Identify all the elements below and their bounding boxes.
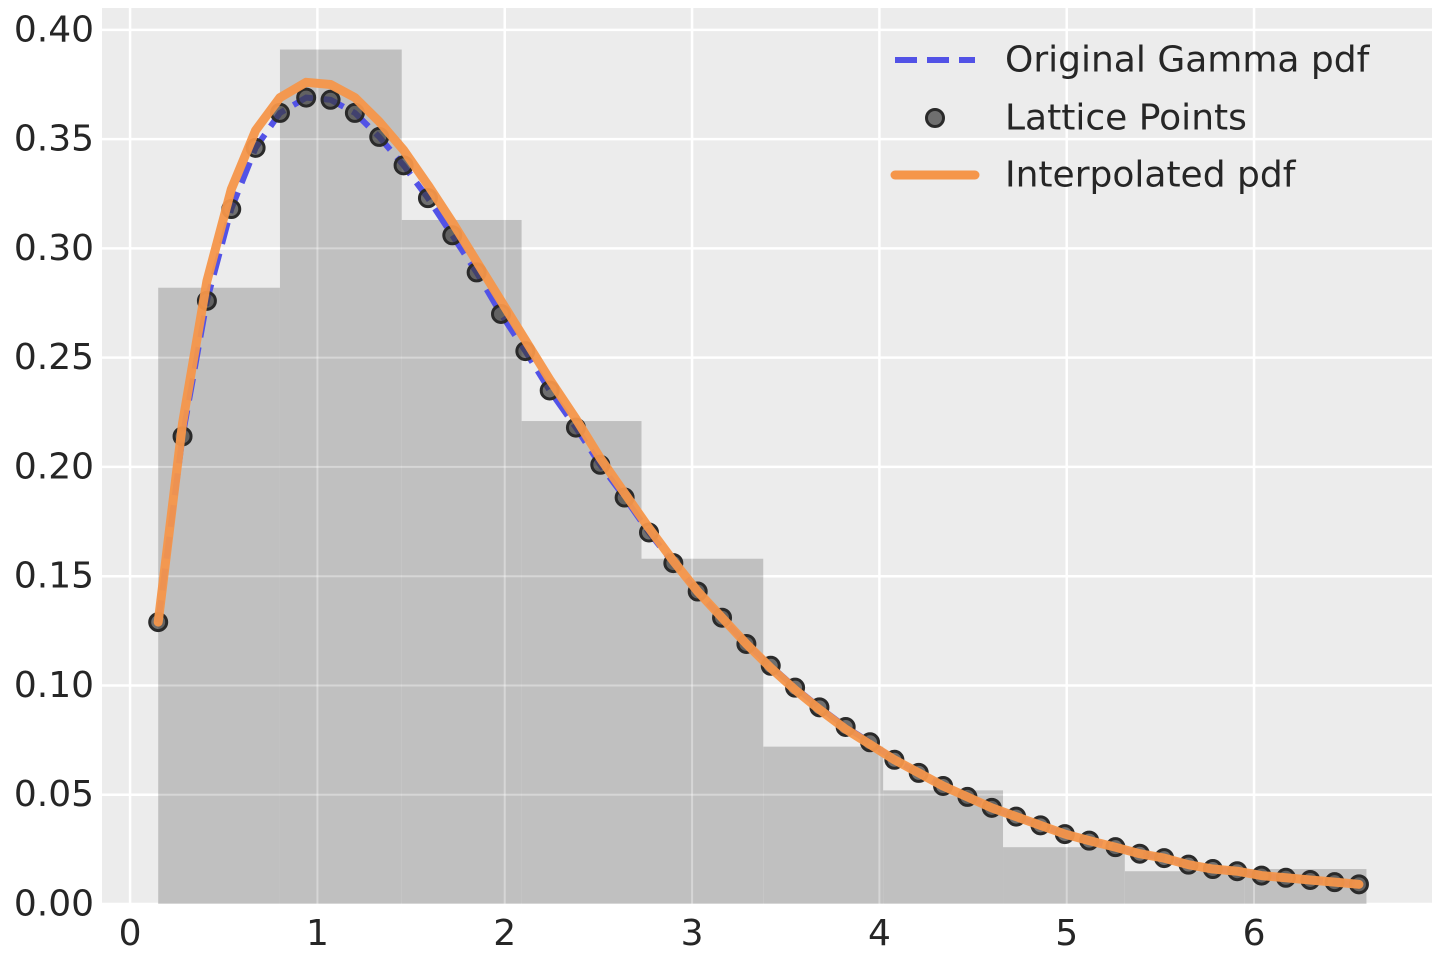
histogram-bar (641, 558, 764, 904)
grid-lines-overlay (102, 8, 1432, 905)
x-tick-label: 5 (1055, 913, 1078, 954)
y-tick-label: 0.35 (14, 119, 94, 160)
legend-label: Interpolated pdf (1005, 155, 1297, 196)
legend-lattice-points-swatch (925, 108, 945, 128)
y-tick-label: 0.00 (14, 884, 94, 925)
y-tick-label: 0.15 (14, 556, 94, 597)
y-tick-label: 0.30 (14, 228, 94, 269)
histogram-bar (763, 746, 884, 904)
legend: Original Gamma pdf Lattice Points Interpol… (890, 40, 1371, 196)
y-tick-label: 0.25 (14, 337, 94, 378)
histogram-bar (279, 49, 402, 904)
x-tick-label: 0 (119, 913, 142, 954)
x-tick-label: 4 (868, 913, 891, 954)
lattice-point (296, 87, 317, 108)
x-tick-label: 6 (1243, 913, 1266, 954)
legend-label: Lattice Points (1005, 98, 1247, 139)
lattice-point (344, 102, 365, 123)
y-tick-label: 0.05 (14, 774, 94, 815)
legend-label: Original Gamma pdf (1005, 40, 1371, 81)
y-tick-label: 0.20 (14, 446, 94, 487)
y-tick-label: 0.40 (14, 9, 94, 50)
histogram-bar (401, 219, 522, 905)
y-tick-label: 0.10 (14, 665, 94, 706)
series-layer (148, 77, 1369, 895)
x-tick-label: 2 (493, 913, 516, 954)
histogram-bar (1124, 871, 1245, 904)
y-axis-ticks: 0.00 0.05 0.10 0.15 0.20 0.25 0.30 0.35 0.40 (14, 9, 94, 924)
x-tick-label: 3 (681, 913, 704, 954)
histogram-bar (1003, 847, 1125, 904)
series-interpolated-pdf-line (153, 77, 1364, 889)
x-tick-label: 1 (306, 913, 329, 954)
lattice-point (320, 89, 341, 110)
histogram-bar (158, 287, 280, 905)
x-axis-ticks: 0 1 2 3 4 5 6 (119, 913, 1266, 954)
